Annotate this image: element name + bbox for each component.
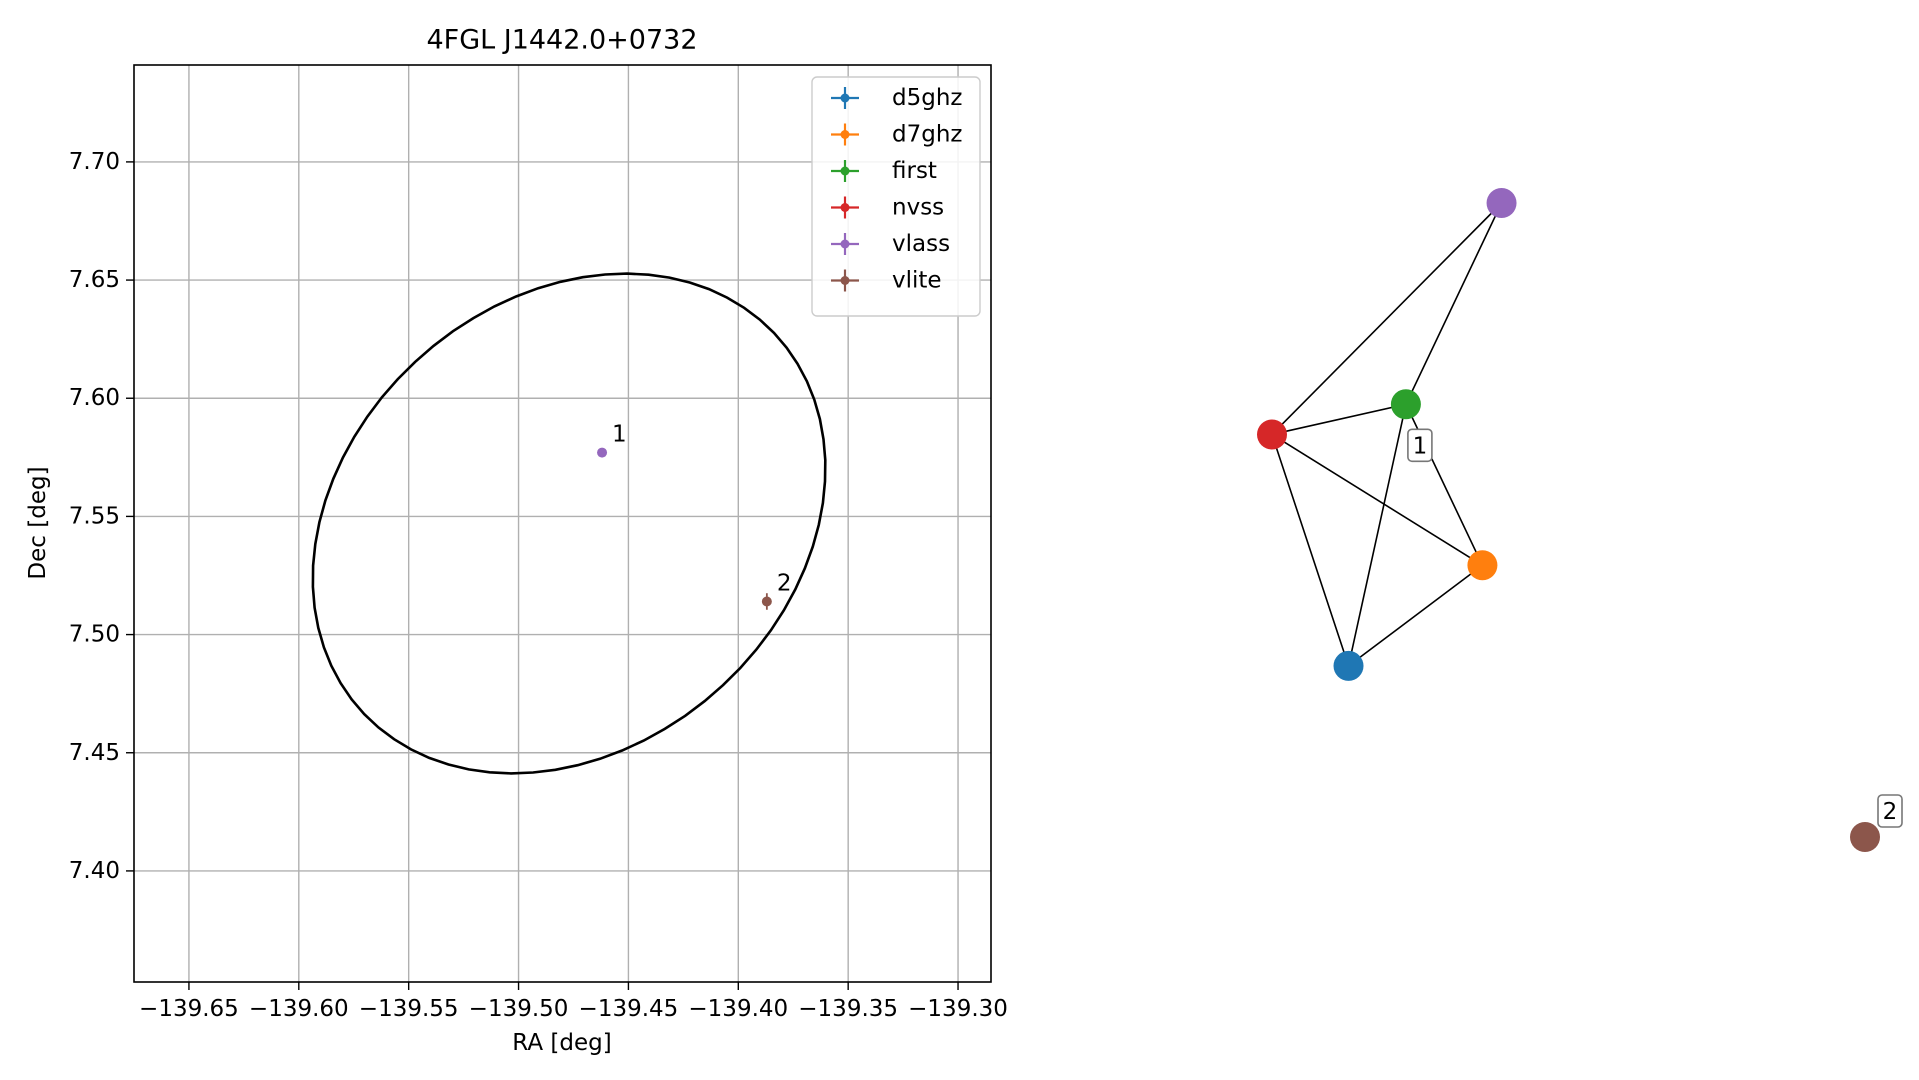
edge-nvss-first — [1271, 403, 1407, 436]
y-tick-label: 7.65 — [69, 267, 120, 293]
x-tick-label: −139.40 — [688, 996, 788, 1022]
node-d5ghz — [1333, 650, 1364, 681]
network-label-2: 2 — [1877, 794, 1903, 828]
point-annotation: 2 — [777, 570, 792, 596]
edge-nvss-vlass — [1271, 202, 1503, 436]
network-edges — [1271, 202, 1503, 667]
chart-title: 4FGL J1442.0+0732 — [426, 25, 697, 56]
y-axis-ticks: 7.40 7.45 7.50 7.55 7.60 7.65 7.70 — [69, 149, 134, 884]
point-vlass — [597, 447, 608, 458]
plot-frame — [133, 64, 992, 983]
legend-marker — [840, 239, 850, 249]
edge-nvss-d5ghz — [1271, 434, 1350, 667]
label-text: 1 — [1413, 433, 1428, 459]
scatter-panel: 4FGL J1442.0+0732 12 −139.65 −139.60 −139.… — [25, 25, 1008, 1057]
legend-marker — [840, 276, 850, 285]
edge-nvss-d7ghz — [1271, 433, 1483, 566]
node-nvss — [1257, 419, 1287, 450]
x-tick-label: −139.55 — [359, 996, 459, 1022]
x-tick-label: −139.30 — [908, 996, 1008, 1022]
legend-box — [811, 76, 981, 317]
x-tick-label: −139.65 — [139, 996, 239, 1022]
y-tick-label: 7.55 — [69, 503, 120, 529]
legend-marker — [840, 93, 850, 103]
legend-marker — [840, 203, 850, 212]
ellipse-path — [311, 272, 827, 775]
x-tick-label: −139.50 — [469, 996, 569, 1022]
legend-entry-vlite: vlite — [831, 268, 942, 294]
legend-label: vlass — [892, 231, 950, 257]
legend-label: d7ghz — [892, 122, 962, 148]
data-points: 12 — [597, 422, 792, 610]
y-tick-label: 7.60 — [69, 385, 120, 411]
point-marker — [761, 596, 772, 607]
x-tick-label: −139.45 — [579, 996, 679, 1022]
localization-ellipse — [311, 272, 827, 775]
label-box — [1877, 794, 1903, 828]
y-tick-label: 7.40 — [69, 858, 120, 884]
y-tick-label: 7.50 — [69, 622, 120, 648]
network-nodes — [1257, 188, 1880, 852]
edge-first-vlass — [1405, 202, 1503, 405]
network-labels: 12 — [1407, 428, 1903, 828]
label-box — [1407, 428, 1433, 463]
point-vlite — [761, 593, 772, 610]
legend-entry-nvss: nvss — [831, 195, 944, 221]
x-tick-label: −139.35 — [798, 996, 898, 1022]
x-tick-label: −139.60 — [249, 996, 349, 1022]
x-axis-ticks: −139.65 −139.60 −139.55 −139.50 −139.45 −139.… — [139, 982, 1008, 1022]
point-annotation: 1 — [612, 422, 627, 448]
y-axis-label: Dec [deg] — [25, 466, 51, 579]
legend-entry-d7ghz: d7ghz — [831, 122, 962, 148]
node-first — [1390, 389, 1421, 420]
y-tick-label: 7.45 — [69, 740, 120, 766]
legend-entry-d5ghz: d5ghz — [831, 85, 962, 111]
legend-label: nvss — [892, 195, 944, 221]
node-vlite — [1850, 822, 1880, 852]
edge-first-d5ghz — [1347, 404, 1407, 667]
point-marker — [597, 447, 608, 458]
node-vlass — [1486, 188, 1517, 218]
network-label-1: 1 — [1407, 428, 1433, 463]
y-tick-label: 7.70 — [69, 149, 120, 175]
legend-label: first — [892, 158, 937, 184]
x-axis-label: RA [deg] — [512, 1030, 611, 1056]
node-d7ghz — [1467, 550, 1498, 581]
legend-entry-first: first — [831, 158, 937, 184]
legend-entry-vlass: vlass — [831, 231, 950, 257]
legend-label: vlite — [892, 268, 942, 294]
label-text: 2 — [1883, 799, 1898, 825]
legend-marker — [840, 166, 850, 176]
legend-marker — [840, 130, 850, 139]
legend-label: d5ghz — [892, 85, 962, 111]
legend: d5ghz d7ghz first nvss vlass vlite — [811, 76, 981, 317]
edge-d5ghz-d7ghz — [1348, 564, 1483, 667]
network-panel: 12 — [1257, 188, 1903, 852]
